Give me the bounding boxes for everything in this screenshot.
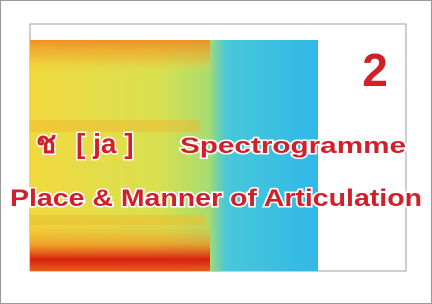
heading-symbol: ช	[36, 127, 56, 160]
subtitle: Place & Manner of Articulation	[10, 185, 422, 212]
badge: 2	[362, 44, 388, 96]
slide: 2 ช [ ja ] Spectrogramme Place & Manner …	[0, 0, 432, 304]
heading-phoneme: [ ja ]	[76, 128, 134, 159]
heading-word: Spectrogramme	[180, 133, 406, 158]
